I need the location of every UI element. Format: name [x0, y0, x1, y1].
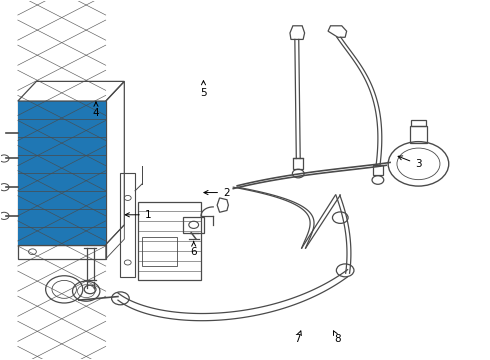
- Text: 2: 2: [204, 188, 230, 198]
- Text: 6: 6: [191, 242, 197, 257]
- Text: 3: 3: [398, 156, 422, 169]
- Text: 8: 8: [333, 331, 341, 344]
- Text: 1: 1: [125, 210, 151, 220]
- Text: 4: 4: [93, 102, 99, 118]
- Polygon shape: [18, 101, 106, 244]
- Text: 7: 7: [294, 331, 301, 344]
- Text: 5: 5: [200, 81, 207, 98]
